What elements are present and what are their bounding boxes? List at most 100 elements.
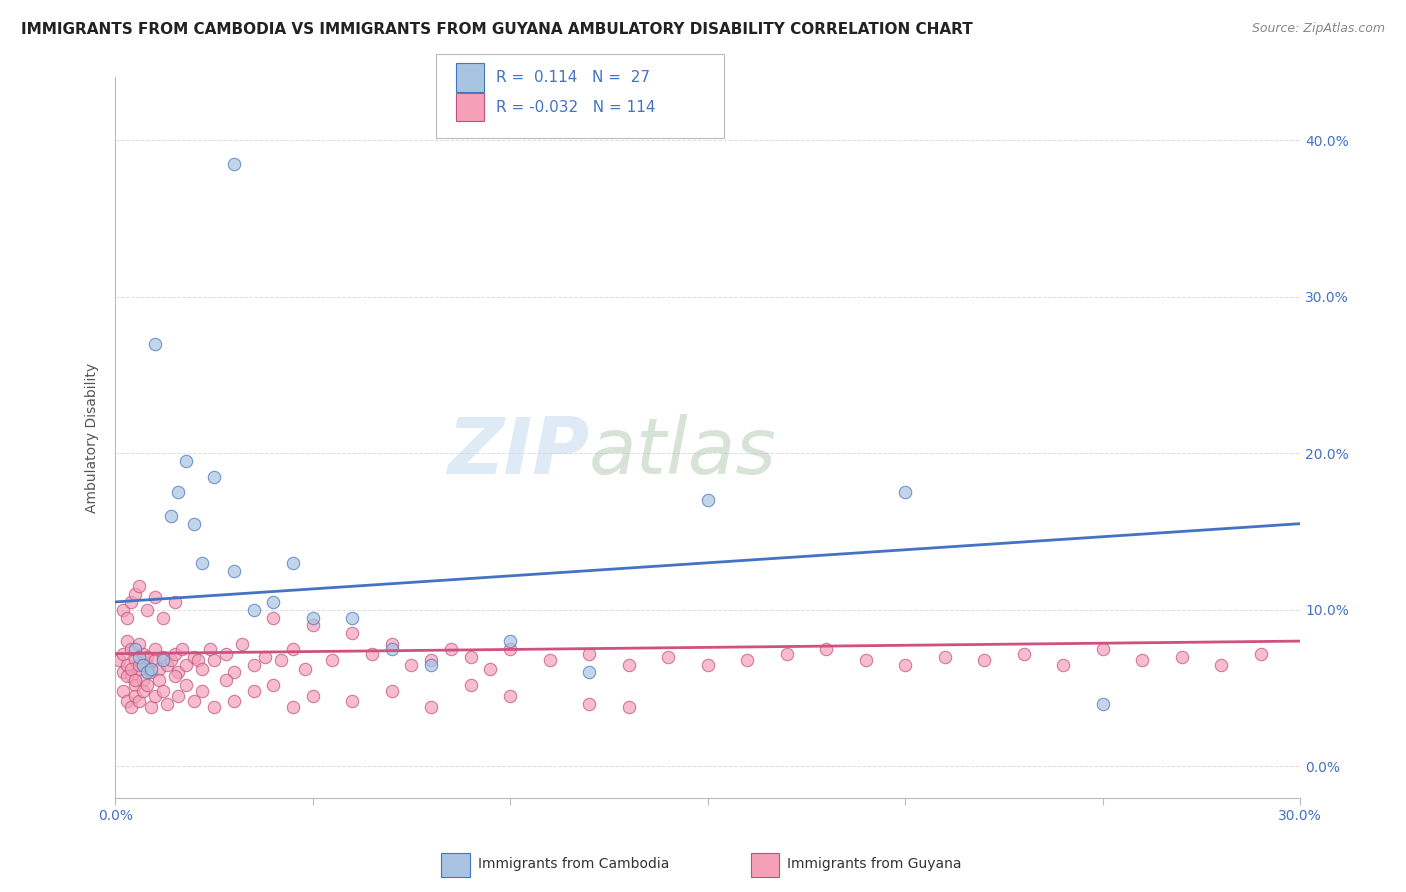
Point [124, 653, 146, 667]
Point [242, 603, 264, 617]
Point [222, 693, 245, 707]
Point [1170, 649, 1192, 664]
Point [381, 637, 404, 651]
Point [159, 508, 181, 523]
Point [115, 657, 138, 672]
Point [135, 678, 157, 692]
Point [156, 697, 179, 711]
Point [124, 673, 146, 688]
Point [159, 653, 181, 667]
Point [301, 618, 323, 632]
Point [894, 657, 917, 672]
Point [381, 642, 404, 657]
Point [167, 665, 190, 680]
Point [361, 647, 384, 661]
Point [124, 689, 146, 703]
Point [262, 595, 284, 609]
Text: Immigrants from Guyana: Immigrants from Guyana [787, 857, 962, 871]
Point [163, 668, 186, 682]
Point [696, 657, 718, 672]
Point [152, 610, 174, 624]
Text: R = -0.032   N = 114: R = -0.032 N = 114 [496, 100, 655, 114]
Point [617, 657, 640, 672]
Point [776, 647, 799, 661]
Point [222, 564, 245, 578]
Point [143, 336, 166, 351]
Point [143, 642, 166, 657]
Point [128, 662, 150, 676]
Point [152, 653, 174, 667]
Point [202, 469, 225, 483]
Point [440, 642, 463, 657]
Point [301, 689, 323, 703]
Point [163, 647, 186, 661]
Point [401, 657, 423, 672]
Point [262, 610, 284, 624]
Point [479, 662, 502, 676]
Point [281, 699, 304, 714]
Point [222, 665, 245, 680]
Point [167, 485, 190, 500]
Point [132, 684, 155, 698]
Text: Immigrants from Cambodia: Immigrants from Cambodia [478, 857, 669, 871]
Point [342, 693, 364, 707]
Point [167, 689, 190, 703]
Point [124, 642, 146, 657]
Point [242, 657, 264, 672]
Point [1091, 697, 1114, 711]
Point [135, 657, 157, 672]
Point [281, 642, 304, 657]
Point [815, 642, 838, 657]
Point [112, 647, 135, 661]
Point [115, 634, 138, 648]
Point [183, 649, 205, 664]
Point [735, 653, 758, 667]
Point [578, 665, 600, 680]
Point [499, 634, 522, 648]
Point [132, 657, 155, 672]
Point [163, 595, 186, 609]
Point [420, 657, 443, 672]
Point [120, 699, 142, 714]
Point [139, 699, 162, 714]
Point [215, 673, 238, 688]
Point [132, 673, 155, 688]
Point [128, 579, 150, 593]
Point [176, 454, 198, 468]
Point [420, 653, 443, 667]
Point [143, 653, 166, 667]
Point [120, 668, 142, 682]
Point [156, 657, 179, 672]
Point [143, 689, 166, 703]
Point [172, 642, 194, 657]
Point [894, 485, 917, 500]
Text: atlas: atlas [589, 414, 778, 490]
Point [120, 642, 142, 657]
Point [112, 665, 135, 680]
Point [617, 699, 640, 714]
Point [143, 591, 166, 605]
Point [187, 653, 209, 667]
Point [973, 653, 995, 667]
Point [191, 556, 214, 570]
Point [124, 587, 146, 601]
Point [148, 662, 170, 676]
Point [342, 610, 364, 624]
Point [135, 665, 157, 680]
Point [135, 649, 157, 664]
Point [152, 649, 174, 664]
Point [499, 642, 522, 657]
Point [115, 693, 138, 707]
Point [198, 642, 221, 657]
Point [1250, 647, 1272, 661]
Point [128, 649, 150, 664]
Point [281, 556, 304, 570]
Point [139, 662, 162, 676]
Point [855, 653, 877, 667]
Point [460, 678, 482, 692]
Y-axis label: Ambulatory Disability: Ambulatory Disability [86, 362, 100, 513]
Point [215, 647, 238, 661]
Point [222, 156, 245, 170]
Point [135, 603, 157, 617]
Point [231, 637, 253, 651]
